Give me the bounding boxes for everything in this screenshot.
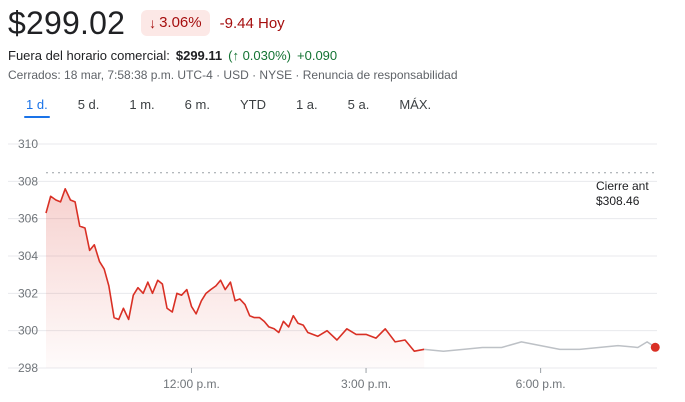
x-tick-label: 12:00 p.m. bbox=[163, 377, 220, 391]
range-tab[interactable]: YTD bbox=[239, 97, 266, 112]
after-hours-line bbox=[424, 341, 656, 352]
change-absolute: -9.44 Hoy bbox=[219, 14, 285, 32]
change-percent-badge: ↓ 3.06% bbox=[141, 10, 210, 36]
previous-close-label: Cierre ant bbox=[596, 179, 649, 193]
x-tick-label: 6:00 p.m. bbox=[516, 377, 566, 391]
arrow-down-icon: ↓ bbox=[149, 15, 157, 31]
range-tab[interactable]: 1 m. bbox=[129, 97, 155, 112]
range-tab[interactable]: 1 a. bbox=[295, 97, 318, 112]
after-hours-label: Fuera del horario comercial: bbox=[8, 48, 170, 63]
y-tick-label: 308 bbox=[18, 174, 38, 188]
y-tick-label: 306 bbox=[18, 212, 38, 226]
market-status-line: Cerrados: 18 mar, 7:58:38 p.m. UTC-4 · U… bbox=[8, 68, 458, 82]
after-hours-percent: (↑ 0.030%) bbox=[228, 48, 292, 63]
x-tick-label: 3:00 p.m. bbox=[341, 377, 391, 391]
y-tick-label: 298 bbox=[18, 361, 38, 375]
regular-session-line bbox=[45, 187, 425, 352]
quote-header: $299.02 ↓ 3.06% -9.44 Hoy bbox=[8, 4, 285, 42]
latest-price-dot bbox=[650, 342, 660, 352]
price-chart[interactable]: 310 308 306 304 302 300 298 Cierre ant$308.46 12… bbox=[0, 128, 685, 402]
range-tab[interactable]: 1 d. bbox=[16, 96, 58, 118]
after-hours-line: Fuera del horario comercial: $299.11 (↑ 0.… bbox=[8, 48, 337, 63]
y-tick-label: 300 bbox=[18, 324, 38, 338]
after-hours-price: $299.11 bbox=[175, 48, 223, 63]
range-tab[interactable]: 6 m. bbox=[184, 97, 210, 112]
y-tick-label: 310 bbox=[18, 137, 38, 151]
stock-price: $299.02 bbox=[8, 5, 126, 41]
previous-close-value: $308.46 bbox=[596, 194, 640, 208]
after-hours-change: +0.090 bbox=[297, 48, 338, 63]
y-tick-label: 302 bbox=[18, 286, 38, 300]
regular-session-area bbox=[46, 188, 425, 368]
range-tab[interactable]: MÁX. bbox=[399, 97, 432, 112]
y-tick-label: 304 bbox=[18, 249, 38, 263]
range-tab[interactable]: 5 d. bbox=[77, 97, 100, 112]
range-tab[interactable]: 5 a. bbox=[347, 97, 370, 112]
range-tabs: 1 d. 5 d. 1 m. 6 m. YTD 1 a. 5 a. MÁX. bbox=[16, 96, 451, 118]
change-percent: 3.06% bbox=[159, 14, 202, 31]
